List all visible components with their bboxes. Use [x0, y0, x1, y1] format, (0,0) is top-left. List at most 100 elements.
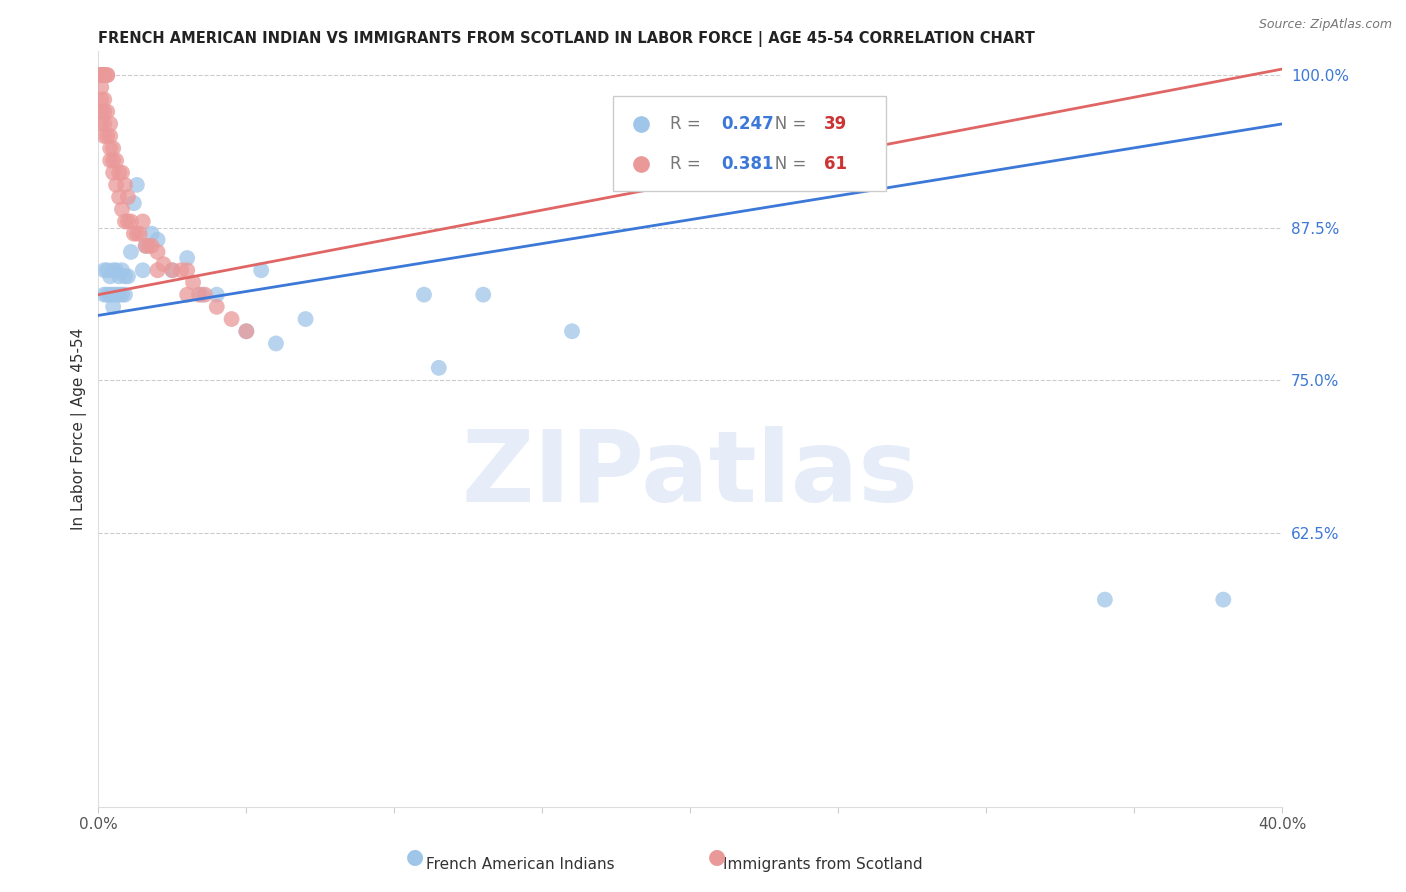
Point	[93, 263, 115, 277]
Point	[128, 227, 150, 241]
Text: N =: N =	[759, 155, 811, 173]
Point	[90, 68, 112, 82]
Point	[108, 190, 131, 204]
Point	[111, 287, 134, 301]
Point	[141, 227, 163, 241]
Point	[413, 287, 436, 301]
Point	[96, 68, 118, 82]
Text: French American Indians: French American Indians	[426, 857, 614, 872]
Point	[90, 68, 112, 82]
Point	[472, 287, 495, 301]
Point	[176, 263, 198, 277]
Point	[205, 300, 228, 314]
Text: Source: ZipAtlas.com: Source: ZipAtlas.com	[1258, 18, 1392, 31]
Text: R =: R =	[671, 155, 706, 173]
Point	[135, 239, 157, 253]
Point	[96, 263, 118, 277]
Point	[93, 287, 115, 301]
Text: ●: ●	[406, 847, 423, 867]
Text: N =: N =	[759, 115, 811, 133]
Point	[96, 104, 118, 119]
Point	[90, 117, 112, 131]
Y-axis label: In Labor Force | Age 45-54: In Labor Force | Age 45-54	[72, 327, 87, 530]
Point	[162, 263, 184, 277]
Point	[191, 287, 214, 301]
Point	[294, 312, 316, 326]
Text: 39: 39	[824, 115, 848, 133]
Point	[152, 257, 174, 271]
Point	[93, 117, 115, 131]
Text: 0.247: 0.247	[721, 115, 773, 133]
Point	[111, 263, 134, 277]
Point	[105, 153, 128, 168]
Point	[105, 263, 128, 277]
Point	[170, 263, 193, 277]
Point	[90, 68, 112, 82]
Point	[114, 214, 136, 228]
Point	[101, 300, 124, 314]
Point	[114, 269, 136, 284]
Point	[1094, 592, 1116, 607]
Point	[114, 287, 136, 301]
Point	[101, 141, 124, 155]
Point	[135, 239, 157, 253]
FancyBboxPatch shape	[613, 96, 886, 191]
Point	[93, 129, 115, 144]
Point	[90, 68, 112, 82]
Point	[162, 263, 184, 277]
Point	[427, 360, 450, 375]
Point	[141, 239, 163, 253]
Point	[122, 227, 145, 241]
Point	[96, 287, 118, 301]
Point	[176, 251, 198, 265]
Point	[105, 287, 128, 301]
Point	[90, 68, 112, 82]
Point	[235, 324, 257, 338]
Point	[108, 287, 131, 301]
Point	[98, 269, 121, 284]
Point	[90, 104, 112, 119]
Point	[205, 287, 228, 301]
Point	[96, 68, 118, 82]
Point	[98, 287, 121, 301]
Point	[176, 287, 198, 301]
Point	[93, 68, 115, 82]
Text: R =: R =	[671, 115, 706, 133]
Point	[132, 214, 155, 228]
Point	[120, 244, 142, 259]
Point	[101, 287, 124, 301]
Point	[561, 324, 583, 338]
Point	[1212, 592, 1234, 607]
Point	[188, 287, 211, 301]
Point	[108, 166, 131, 180]
Point	[181, 276, 204, 290]
Text: 0.381: 0.381	[721, 155, 773, 173]
Point	[93, 93, 115, 107]
Point	[264, 336, 287, 351]
Text: FRENCH AMERICAN INDIAN VS IMMIGRANTS FROM SCOTLAND IN LABOR FORCE | AGE 45-54 CO: FRENCH AMERICAN INDIAN VS IMMIGRANTS FRO…	[98, 31, 1035, 47]
Text: 61: 61	[824, 155, 848, 173]
Point	[117, 269, 139, 284]
Point	[90, 68, 112, 82]
Point	[108, 269, 131, 284]
Point	[146, 233, 169, 247]
Point	[96, 129, 118, 144]
Point	[98, 153, 121, 168]
Point	[98, 129, 121, 144]
Point	[90, 68, 112, 82]
Text: Immigrants from Scotland: Immigrants from Scotland	[723, 857, 922, 872]
Point	[221, 312, 243, 326]
Point	[146, 244, 169, 259]
Point	[146, 263, 169, 277]
Point	[125, 178, 148, 192]
Point	[117, 214, 139, 228]
Point	[101, 263, 124, 277]
Text: ZIPatlas: ZIPatlas	[463, 425, 920, 523]
Point	[122, 196, 145, 211]
Point	[125, 227, 148, 241]
Point	[98, 141, 121, 155]
Point	[105, 178, 128, 192]
Point	[98, 117, 121, 131]
Point	[114, 178, 136, 192]
Point	[101, 166, 124, 180]
